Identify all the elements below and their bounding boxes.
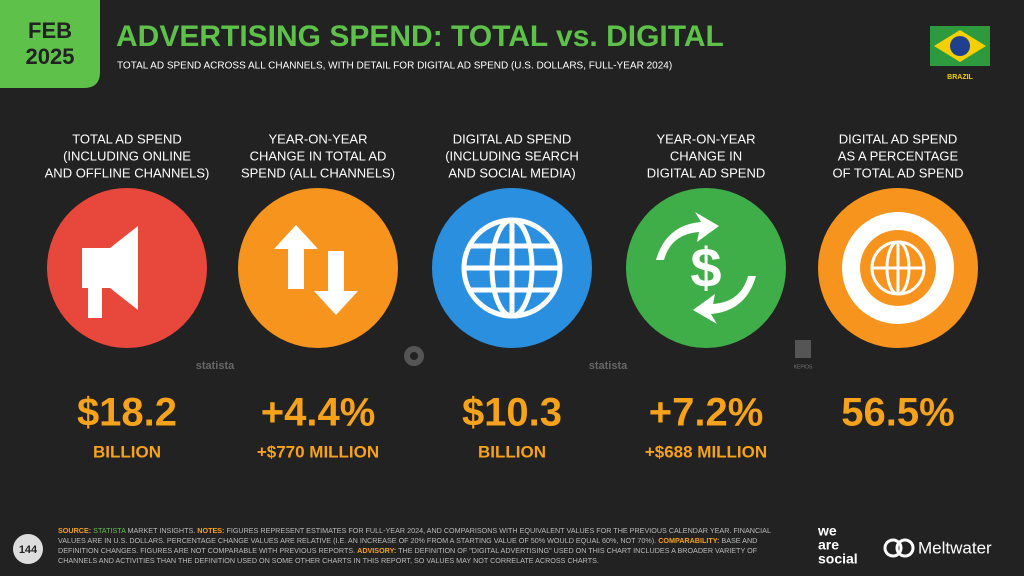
kepios-icon — [795, 340, 811, 358]
note-link: STATISTA — [93, 526, 126, 535]
card-value: $18.2 — [77, 391, 177, 435]
note-key: SOURCE: — [58, 526, 92, 535]
card-value: +4.4% — [261, 391, 376, 435]
note-key: COMPARABILITY: — [658, 536, 720, 545]
card-label: OF TOTAL AD SPEND — [833, 165, 964, 180]
brand: Meltwater — [918, 538, 992, 557]
icon: $ — [656, 212, 756, 324]
page-badge — [13, 534, 43, 564]
source-logo: statista — [589, 360, 628, 372]
footnote: SOURCE: STATISTA MARKET INSIGHTS. NOTES:… — [58, 526, 798, 566]
card-label: AND OFFLINE CHANNELS) — [45, 165, 210, 180]
icon — [274, 225, 358, 315]
subtitle: TOTAL AD SPEND ACROSS ALL CHANNELS, WITH… — [117, 61, 672, 72]
card-label: DIGITAL AD SPEND — [839, 131, 957, 146]
card-label: AS A PERCENTAGE — [838, 148, 959, 163]
card-label: TOTAL AD SPEND — [72, 131, 182, 146]
note-text: BASE AND DEFINITION CHANGES. FIGURES ARE… — [58, 536, 758, 555]
brand: social — [818, 551, 858, 567]
icon — [82, 226, 138, 318]
card-unit: +$770 MILLION — [257, 442, 379, 461]
country: BRAZIL — [947, 74, 973, 81]
card-unit: BILLION — [478, 442, 546, 461]
page-number: 144 — [19, 544, 38, 556]
title: ADVERTISING SPEND: TOTAL vs. DIGITAL — [116, 20, 724, 53]
note-text: THE DEFINITION OF "DIGITAL ADVERTISING" … — [58, 546, 758, 565]
brand: are — [818, 537, 839, 553]
card-label: DIGITAL AD SPEND — [453, 131, 571, 146]
card-unit: BILLION — [93, 442, 161, 461]
card-value: +7.2% — [649, 391, 764, 435]
year: 2025 — [26, 44, 75, 69]
meltwater-icon — [883, 538, 915, 558]
svg-text:$: $ — [690, 236, 721, 299]
card-value: 56.5% — [841, 391, 954, 435]
icon — [842, 212, 954, 324]
source-logo: statista — [196, 360, 235, 372]
note-key: NOTES: — [197, 526, 225, 535]
note-text: FIGURES REPRESENT ESTIMATES FOR FULL-YEA… — [58, 526, 771, 545]
icon — [461, 217, 563, 319]
note-text: MARKET INSIGHTS. — [127, 526, 196, 535]
source-icon — [404, 346, 424, 366]
date-box — [0, 0, 100, 88]
flag — [930, 26, 990, 66]
month: FEB — [28, 18, 72, 43]
card-unit: +$688 MILLION — [645, 442, 767, 461]
brand: we — [817, 523, 837, 539]
note-key: ADVISORY: — [357, 546, 397, 555]
icon-circle — [238, 188, 398, 348]
card-label: (INCLUDING SEARCH — [445, 148, 579, 163]
card-label: YEAR-ON-YEAR — [657, 131, 756, 146]
cards: TOTAL AD SPEND (INCLUDING ONLINE AND OFFLI… — [45, 131, 978, 461]
card-value: $10.3 — [462, 391, 562, 435]
card-label: CHANGE IN — [670, 148, 742, 163]
card-label: YEAR-ON-YEAR — [269, 131, 368, 146]
card-label: CHANGE IN TOTAL AD — [250, 148, 387, 163]
card-label: DIGITAL AD SPEND — [647, 165, 765, 180]
card-label: (INCLUDING ONLINE — [63, 148, 191, 163]
icon-circle — [626, 188, 786, 348]
card-label: SPEND (ALL CHANNELS) — [241, 165, 395, 180]
source-logo: KEPIOS — [794, 364, 813, 370]
card-label: AND SOCIAL MEDIA) — [448, 165, 575, 180]
